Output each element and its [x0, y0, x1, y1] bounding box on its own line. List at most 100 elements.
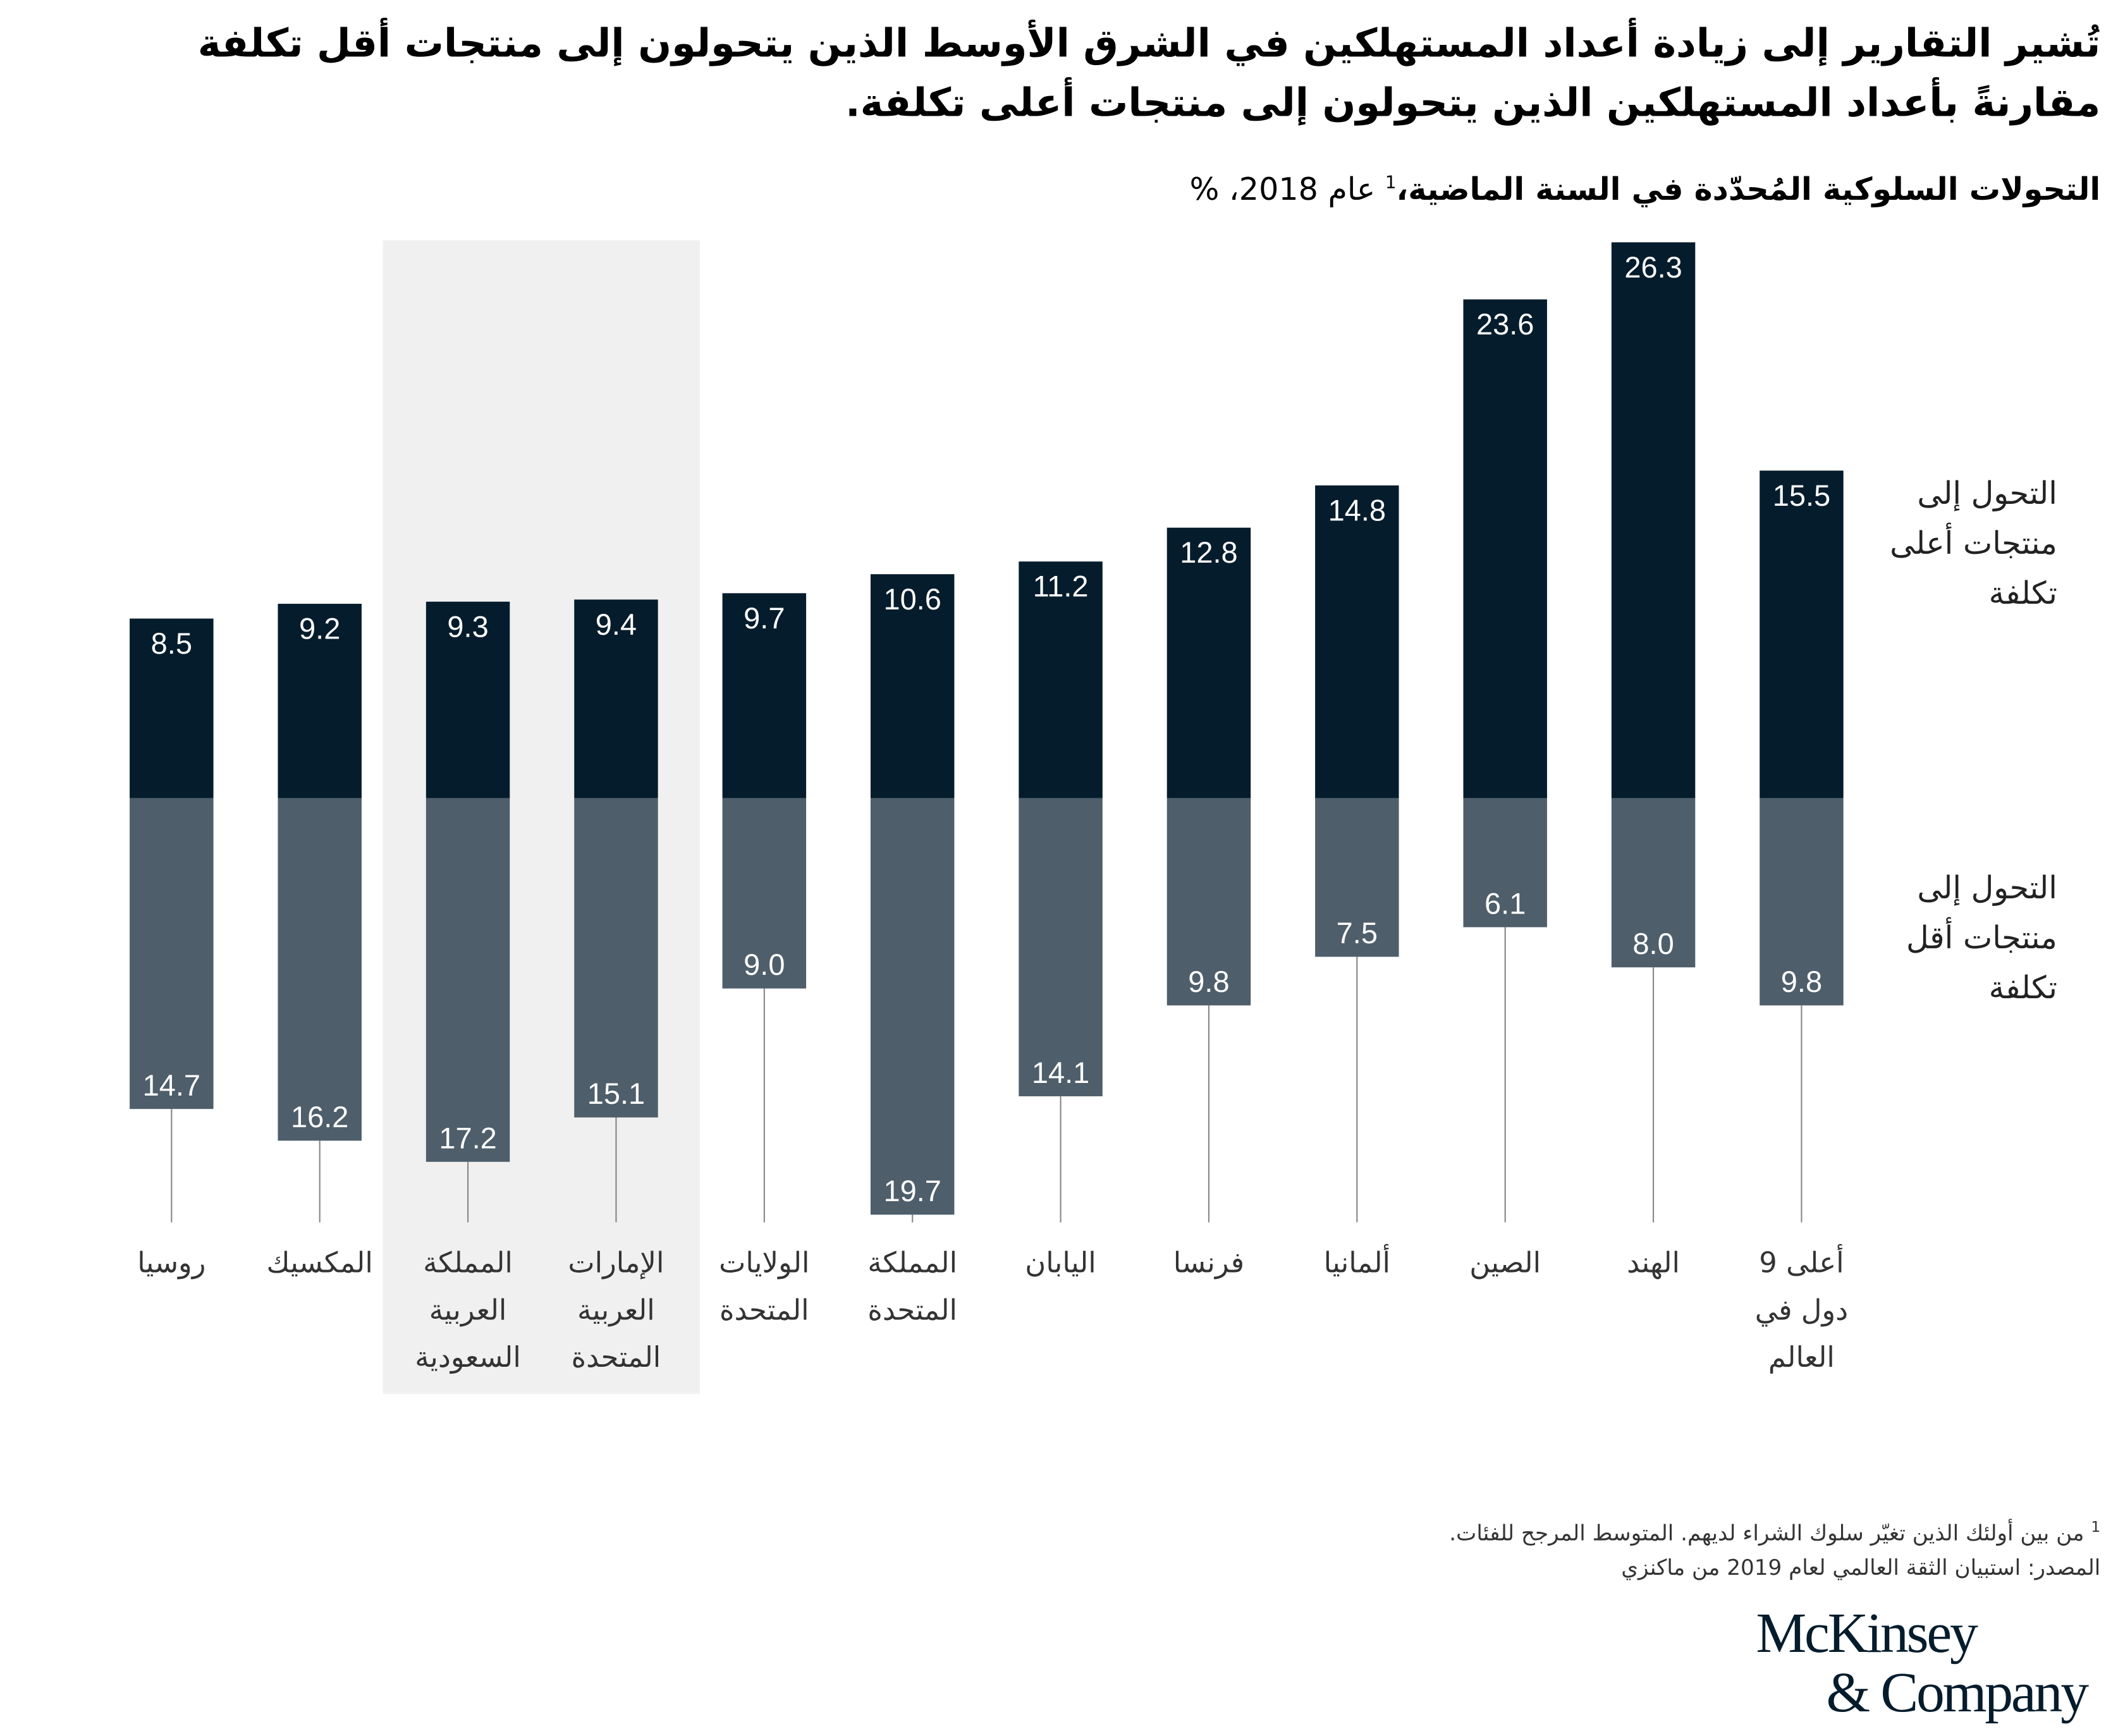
value-label-up: 9.3: [447, 609, 488, 643]
footnote-marker: 1: [1385, 173, 1397, 194]
category-label-line: الصين: [1469, 1246, 1541, 1280]
category-label-line: المكسيك: [266, 1246, 373, 1280]
value-label-up: 9.2: [299, 612, 340, 645]
category-label: الصين: [1424, 1240, 1586, 1287]
category-label-line: اليابان: [1025, 1246, 1096, 1280]
category-label-line: الهند: [1627, 1246, 1680, 1280]
bar-down: [722, 798, 807, 989]
footnote-1-text: من بين أولئك الذين تغيّر سلوك الشراء لدي…: [1449, 1520, 2084, 1546]
category-label-line: المملكة: [423, 1246, 513, 1280]
category-label-line: المتحدة: [571, 1341, 661, 1374]
bar-down: [1463, 798, 1547, 927]
value-label-down: 14.7: [143, 1068, 200, 1102]
value-label-up: 11.2: [1033, 570, 1089, 603]
category-label: فرنسا: [1128, 1240, 1290, 1287]
bar-up: [1315, 485, 1399, 798]
bar-down: [1611, 798, 1696, 968]
bar-up: [1019, 561, 1103, 798]
category-label-line: المتحدة: [719, 1293, 809, 1327]
legend-line: منتجات أقل: [1906, 921, 2057, 957]
bar-up: [1760, 470, 1844, 798]
subtitle-rest: عام 2018، %: [1189, 173, 1385, 209]
value-label-down: 17.2: [439, 1121, 496, 1154]
legend-line: تكلفة: [1988, 577, 2057, 612]
page-title: تُشير التقارير إلى زيادة أعداد المستهلكي…: [197, 20, 2101, 126]
value-label-down: 7.5: [1337, 916, 1378, 950]
category-label: المملكة المتحدة: [831, 1240, 993, 1335]
bar-down: [425, 798, 510, 1162]
category-label: الولايات المتحدة: [683, 1240, 845, 1335]
category-label-line: العالم: [1768, 1341, 1835, 1374]
bar-down: [870, 798, 955, 1215]
category-label-line: المتحدة: [867, 1293, 958, 1327]
value-label-down: 9.8: [1781, 965, 1822, 998]
value-label-down: 14.1: [1032, 1056, 1089, 1089]
legend-down: التحول إلى منتجات أقل تكلفة: [1854, 864, 2057, 1014]
value-label-up: 9.4: [596, 608, 637, 641]
value-label-down: 15.1: [587, 1077, 645, 1110]
value-label-up: 9.7: [744, 601, 785, 635]
mckinsey-logo: McKinsey & Company: [1756, 1603, 2090, 1725]
category-label-line: المملكة: [867, 1246, 958, 1280]
bar-up: [278, 604, 362, 798]
logo-line-1: McKinsey: [1756, 1603, 1978, 1666]
bar-up: [870, 574, 955, 798]
value-label-down: 16.2: [291, 1100, 348, 1134]
bar-down: [278, 798, 362, 1141]
category-label: أعلى 9 دول في العالم: [1720, 1240, 1882, 1381]
category-label-line: ألمانيا: [1323, 1246, 1391, 1280]
legend-line: التحول إلى: [1917, 871, 2057, 907]
logo-line-2: & Company: [1826, 1663, 2090, 1725]
legend-up: التحول إلى منتجات أعلى تكلفة: [1854, 470, 2057, 620]
bar-down: [130, 798, 214, 1109]
bar-down: [1315, 798, 1399, 957]
bar-up: [425, 601, 510, 798]
bar-down: [1760, 798, 1844, 1006]
footnotes: 1 من بين أولئك الذين تغيّر سلوك الشراء ل…: [1449, 1510, 2100, 1586]
bar-up: [1611, 242, 1696, 798]
value-label-down: 8.0: [1632, 927, 1674, 960]
value-label-down: 19.7: [883, 1174, 941, 1207]
bar-up: [130, 618, 214, 798]
legend-line: منتجات أعلى: [1890, 527, 2057, 562]
category-label: الهند: [1572, 1240, 1734, 1287]
legend-line: التحول إلى: [1917, 477, 2057, 512]
value-label-down: 9.0: [744, 948, 785, 981]
value-label-up: 26.3: [1624, 250, 1682, 284]
footnote-1-marker: 1: [2091, 1518, 2101, 1536]
bar-up: [1166, 527, 1251, 798]
category-label: روسيا: [90, 1240, 252, 1287]
category-label-line: الولايات: [719, 1246, 810, 1280]
bar-down: [1166, 798, 1251, 1006]
bar-up: [722, 593, 807, 798]
value-label-up: 14.8: [1328, 493, 1386, 527]
value-label-up: 15.5: [1773, 479, 1830, 512]
category-label-line: روسيا: [137, 1246, 206, 1280]
category-label-line: العربية: [577, 1293, 655, 1327]
category-label: المكسيك: [238, 1240, 400, 1287]
category-label-line: الإمارات: [568, 1246, 664, 1280]
value-label-down: 6.1: [1484, 886, 1526, 920]
category-label: اليابان: [979, 1240, 1141, 1287]
bar-up: [1463, 299, 1547, 798]
source-note: المصدر: استبيان الثقة العالمي لعام 2019 …: [1621, 1555, 2101, 1581]
bar-down: [574, 798, 658, 1118]
footnote-1: 1 من بين أولئك الذين تغيّر سلوك الشراء ل…: [1449, 1510, 2100, 1551]
category-label-line: دول في: [1754, 1293, 1849, 1327]
category-label: ألمانيا: [1276, 1240, 1438, 1287]
subtitle-main: التحولات السلوكية المُحدّدة في السنة الم…: [1396, 173, 2101, 209]
category-label-line: أعلى 9: [1759, 1246, 1844, 1280]
category-label-line: فرنسا: [1173, 1246, 1245, 1280]
value-label-up: 23.6: [1476, 307, 1534, 341]
category-label-line: العربية: [429, 1293, 507, 1327]
value-label-down: 9.8: [1188, 965, 1229, 998]
category-label: الإمارات العربية المتحدة: [535, 1240, 697, 1381]
category-label: المملكة العربية السعودية: [387, 1240, 549, 1381]
bar-up: [574, 599, 658, 798]
value-label-up: 12.8: [1180, 535, 1237, 569]
legend-line: تكلفة: [1988, 971, 2057, 1006]
value-label-up: 10.6: [883, 582, 941, 616]
bar-down: [1019, 798, 1103, 1097]
